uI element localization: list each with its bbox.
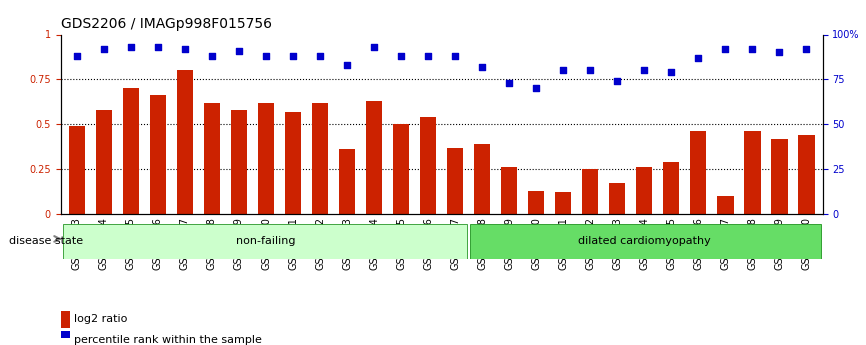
Point xyxy=(556,68,570,73)
Bar xyxy=(393,124,410,214)
Bar xyxy=(61,331,70,345)
Point xyxy=(664,69,678,75)
Point xyxy=(691,55,705,61)
Bar xyxy=(231,110,247,214)
Bar xyxy=(609,184,625,214)
FancyBboxPatch shape xyxy=(470,224,821,259)
Bar xyxy=(204,103,220,214)
Bar xyxy=(123,88,139,214)
Point xyxy=(340,62,354,68)
Point xyxy=(611,78,624,84)
Point xyxy=(502,80,516,86)
Bar xyxy=(68,126,85,214)
Bar xyxy=(663,162,680,214)
Bar xyxy=(258,103,275,214)
Point xyxy=(746,46,759,52)
Text: dilated cardiomyopathy: dilated cardiomyopathy xyxy=(578,237,711,246)
Bar xyxy=(555,193,572,214)
Bar xyxy=(177,70,193,214)
Point xyxy=(205,53,219,59)
Bar xyxy=(690,131,707,214)
Point xyxy=(124,44,138,50)
Point xyxy=(178,46,192,52)
Point xyxy=(529,86,543,91)
Bar xyxy=(745,131,760,214)
Point xyxy=(97,46,111,52)
Bar xyxy=(798,135,815,214)
Text: percentile rank within the sample: percentile rank within the sample xyxy=(74,335,262,345)
Bar xyxy=(96,110,112,214)
Bar xyxy=(528,190,545,214)
Bar xyxy=(285,112,301,214)
Bar xyxy=(501,167,517,214)
Point xyxy=(286,53,300,59)
Text: GDS2206 / IMAGp998F015756: GDS2206 / IMAGp998F015756 xyxy=(61,17,272,31)
Text: disease state: disease state xyxy=(9,237,83,246)
Bar xyxy=(420,117,436,214)
Point xyxy=(449,53,462,59)
Point xyxy=(394,53,408,59)
Bar xyxy=(150,96,166,214)
Text: log2 ratio: log2 ratio xyxy=(74,314,127,324)
Point xyxy=(421,53,435,59)
Bar xyxy=(447,148,463,214)
Bar xyxy=(474,144,490,214)
Bar xyxy=(582,169,598,214)
Point xyxy=(232,48,246,53)
Point xyxy=(475,64,489,70)
Point xyxy=(313,53,327,59)
Point xyxy=(584,68,598,73)
Bar xyxy=(61,310,70,328)
Point xyxy=(799,46,813,52)
Point xyxy=(151,44,165,50)
Point xyxy=(719,46,733,52)
FancyBboxPatch shape xyxy=(63,224,468,259)
Bar xyxy=(312,103,328,214)
Bar xyxy=(366,101,382,214)
Bar xyxy=(339,149,355,214)
Text: non-failing: non-failing xyxy=(236,237,296,246)
Bar xyxy=(772,139,787,214)
Point xyxy=(772,50,786,55)
Point xyxy=(70,53,84,59)
Bar xyxy=(637,167,652,214)
Bar xyxy=(717,196,734,214)
Point xyxy=(367,44,381,50)
Point xyxy=(637,68,651,73)
Point xyxy=(259,53,273,59)
